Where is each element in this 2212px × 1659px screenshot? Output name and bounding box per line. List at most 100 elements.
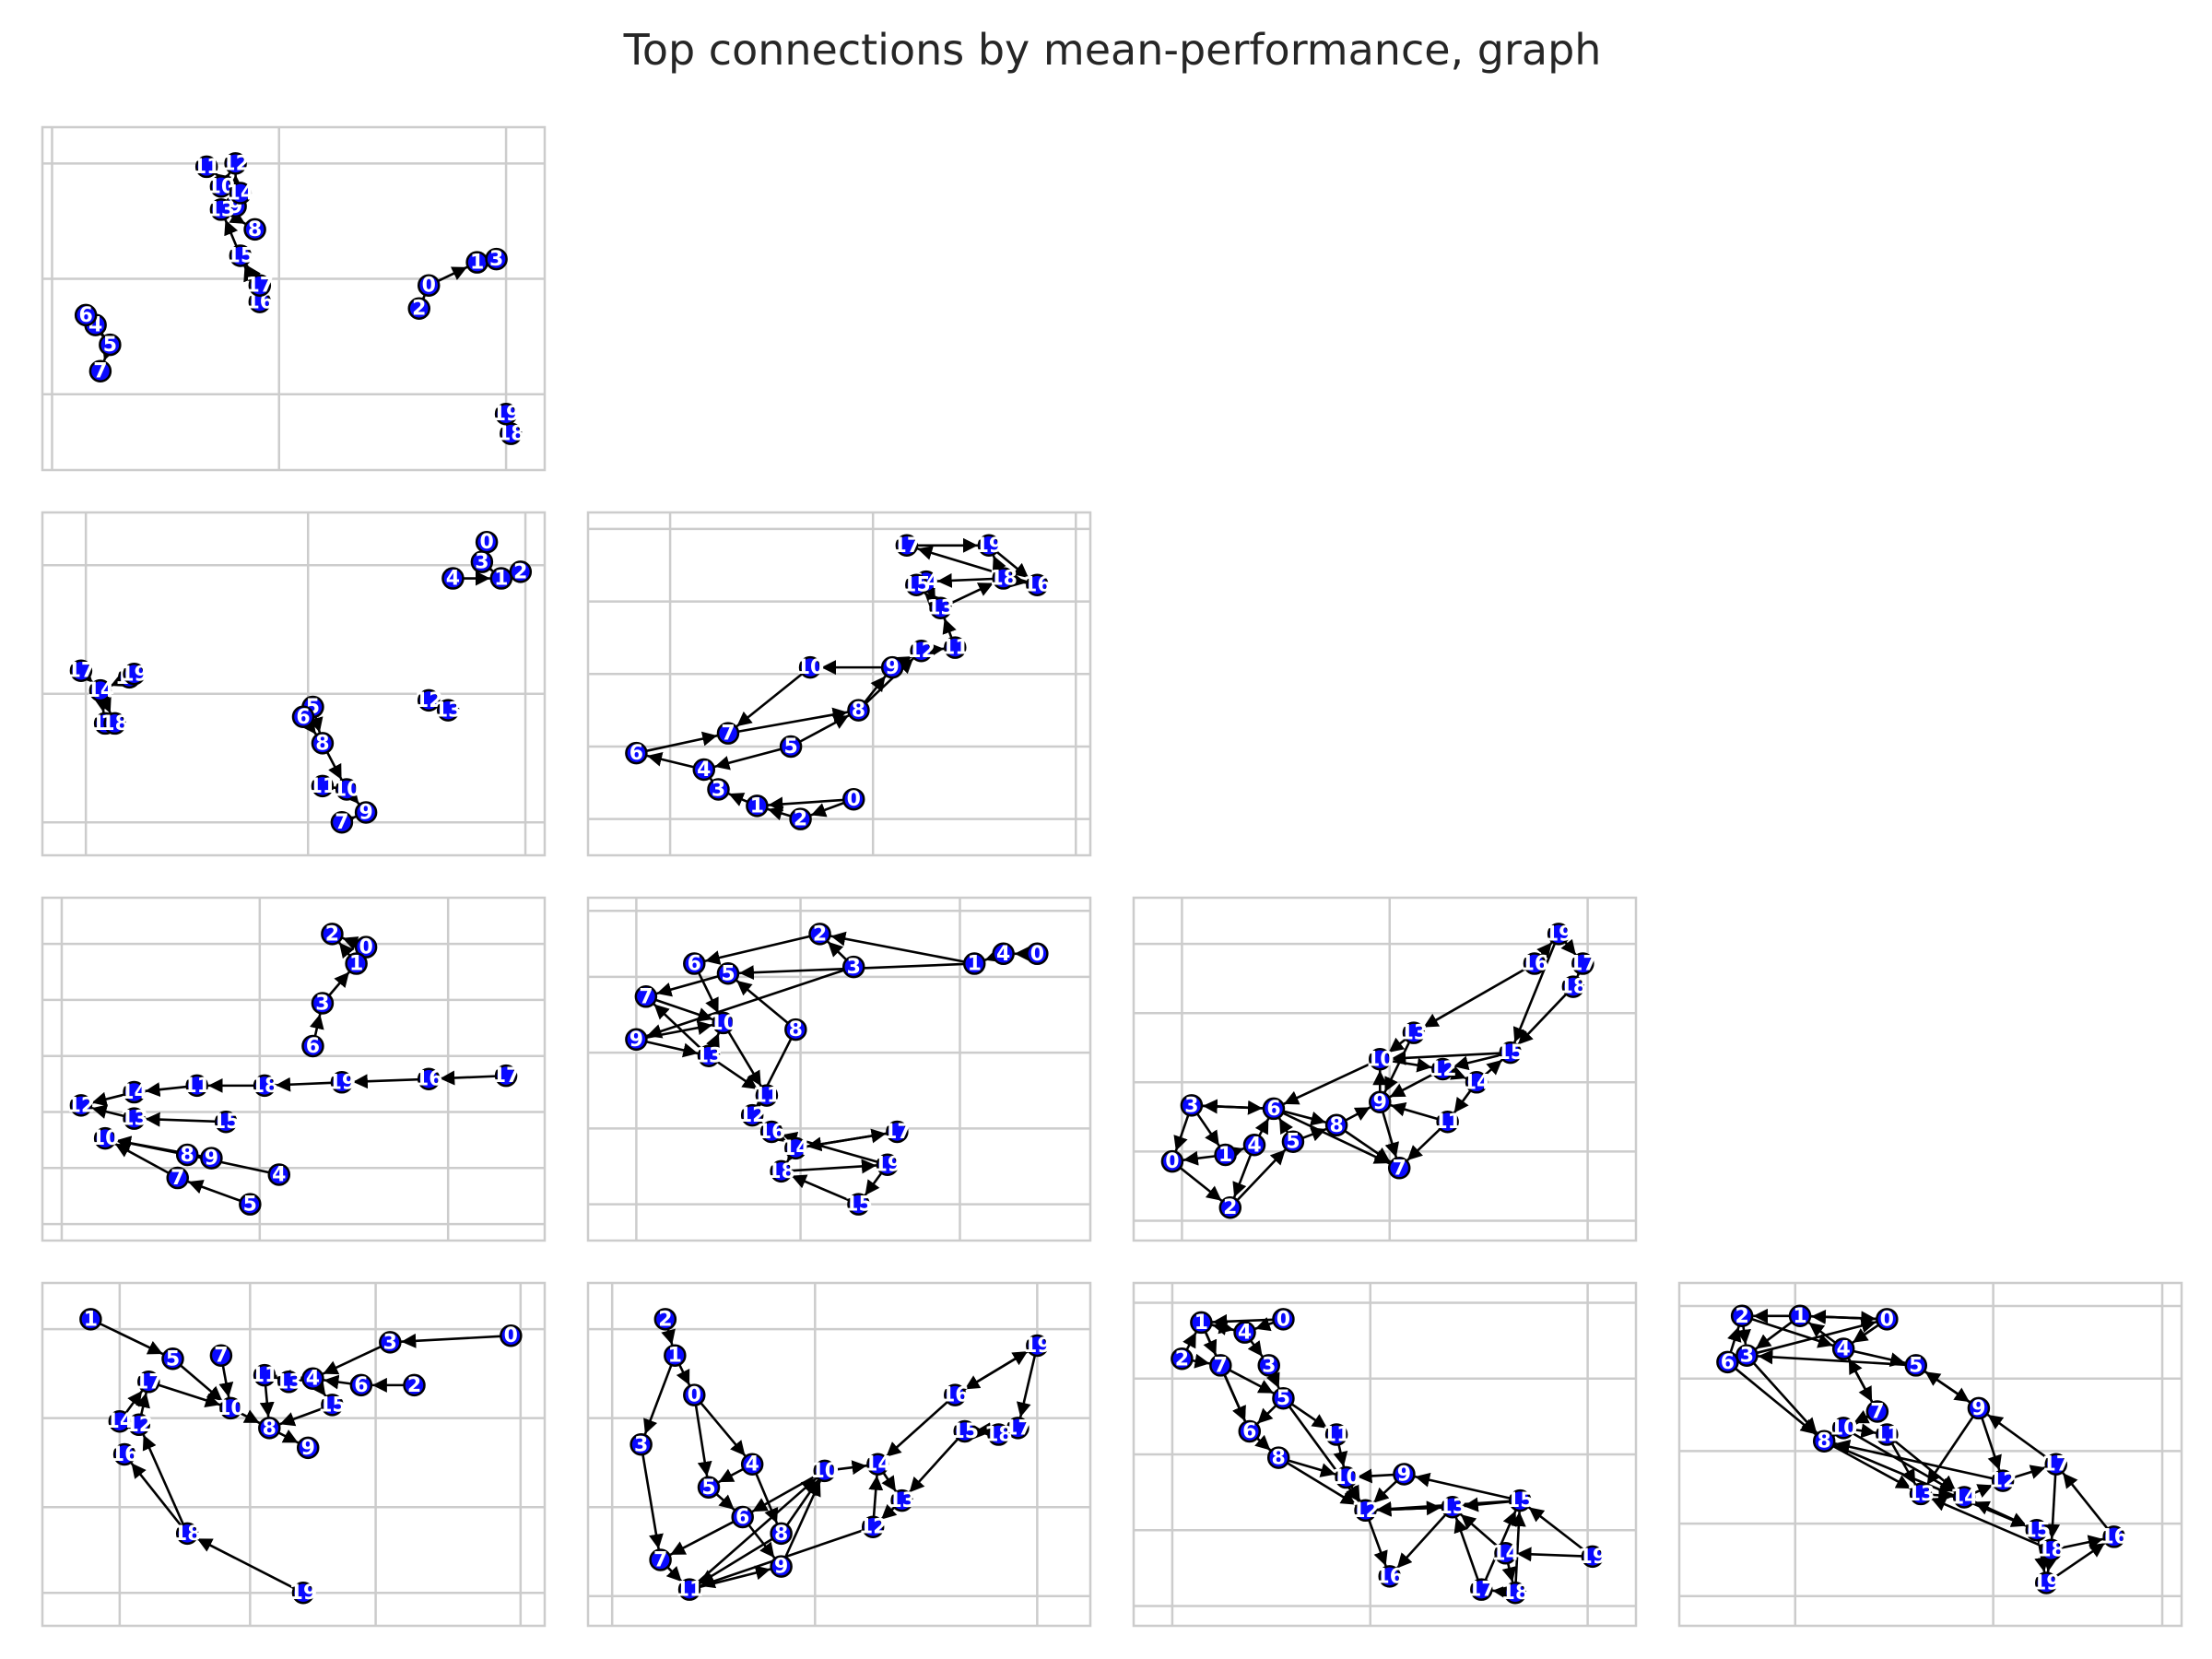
node-label: 12	[1351, 1500, 1380, 1523]
node-3	[379, 1331, 402, 1354]
node-8	[770, 1522, 793, 1546]
node-3	[311, 992, 335, 1015]
node-label: 18	[984, 1424, 1013, 1447]
node-10	[798, 655, 822, 679]
node-label: 6	[306, 1035, 320, 1058]
edge-8-10	[1288, 1459, 1336, 1477]
node-12	[1991, 1469, 2015, 1492]
node-1	[1788, 1304, 1812, 1328]
node-19	[1581, 1545, 1605, 1569]
node-label: 15	[902, 574, 931, 597]
node-0	[841, 787, 865, 811]
node-label: 16	[941, 1384, 970, 1407]
edge-15-13	[145, 1112, 217, 1127]
edge-3-7	[641, 1453, 664, 1549]
node-1	[345, 952, 368, 975]
node-13	[277, 1371, 300, 1394]
node-18	[987, 1423, 1010, 1446]
edge-4-2	[1232, 1154, 1253, 1198]
edge-19-16	[963, 1349, 1030, 1391]
edge-13-10	[706, 1032, 721, 1050]
edge-3-5	[1265, 1371, 1280, 1389]
node-9	[1393, 1463, 1416, 1486]
edge-0-4	[700, 1402, 747, 1457]
node-label: 15	[844, 1194, 873, 1217]
node-6	[1262, 1097, 1286, 1121]
node-8	[175, 1143, 199, 1167]
node-6	[731, 1505, 754, 1529]
node-18	[1561, 975, 1585, 998]
edge-14-13	[881, 1472, 898, 1492]
node-9	[880, 655, 904, 679]
node-label: 3	[847, 956, 861, 979]
edge-8-15	[1832, 1443, 2028, 1527]
node-label: 8	[248, 218, 262, 241]
node-9	[296, 1436, 320, 1460]
node-label: 16	[1375, 1565, 1404, 1588]
node-label: 4	[1238, 1322, 1252, 1345]
edge-14-12	[91, 1091, 125, 1107]
node-label: 14	[864, 1453, 892, 1477]
node-16	[112, 1442, 136, 1466]
node-label: 6	[1721, 1351, 1735, 1374]
node-11	[677, 1578, 701, 1601]
node-17	[69, 659, 93, 682]
node-5	[716, 962, 740, 985]
node-label: 16	[758, 1121, 786, 1144]
edge-14-13	[922, 582, 936, 599]
node-9	[1967, 1396, 1991, 1420]
node-12	[740, 1103, 764, 1127]
edge-18-12	[142, 1434, 184, 1525]
node-11	[311, 774, 335, 798]
edge-16-17	[2062, 1472, 2109, 1530]
node-label: 1	[1218, 1144, 1232, 1167]
node-15	[2025, 1519, 2049, 1542]
node-label: 6	[629, 742, 643, 765]
panel-frame	[41, 125, 547, 472]
node-label: 9	[359, 802, 372, 825]
node-18	[253, 1074, 276, 1098]
node-2	[1218, 1195, 1242, 1219]
node-label: 16	[1521, 953, 1549, 976]
edge-9-10	[1357, 1468, 1394, 1484]
node-11	[755, 1084, 779, 1107]
node-label: 6	[1266, 1098, 1280, 1121]
node-3	[707, 778, 730, 801]
node-8	[1324, 1113, 1348, 1137]
node-label: 0	[479, 531, 493, 554]
panel-frame	[41, 896, 547, 1242]
edge-7-10	[654, 998, 713, 1022]
edge-18-17	[1492, 1584, 1508, 1600]
node-12	[417, 688, 441, 712]
node-label: 17	[883, 1121, 912, 1144]
edge-14-12	[1972, 1484, 1994, 1498]
node-label: 10	[217, 1397, 245, 1420]
edge-3-0	[1173, 1114, 1190, 1152]
node-label: 17	[2041, 1453, 2070, 1477]
node-label: 0	[847, 788, 861, 811]
node-label: 1	[750, 794, 764, 818]
edge-5-8	[309, 716, 324, 734]
node-14	[1494, 1542, 1517, 1565]
node-label: 19	[874, 1154, 902, 1177]
edge-7-10	[218, 1365, 234, 1398]
node-17	[494, 1064, 518, 1088]
node-label: 6	[1242, 1420, 1256, 1443]
edge-15-9	[1414, 1472, 1511, 1500]
node-label: 13	[207, 198, 236, 221]
node-label: 18	[767, 1160, 795, 1183]
node-label: 4	[1837, 1338, 1851, 1361]
node-label: 5	[1277, 1387, 1290, 1410]
node-label: 7	[1870, 1401, 1884, 1424]
node-4	[740, 1453, 764, 1476]
node-label: 1	[1793, 1305, 1806, 1328]
edge-17-9	[1986, 1413, 2049, 1460]
edge-15-13	[1463, 1497, 1511, 1512]
